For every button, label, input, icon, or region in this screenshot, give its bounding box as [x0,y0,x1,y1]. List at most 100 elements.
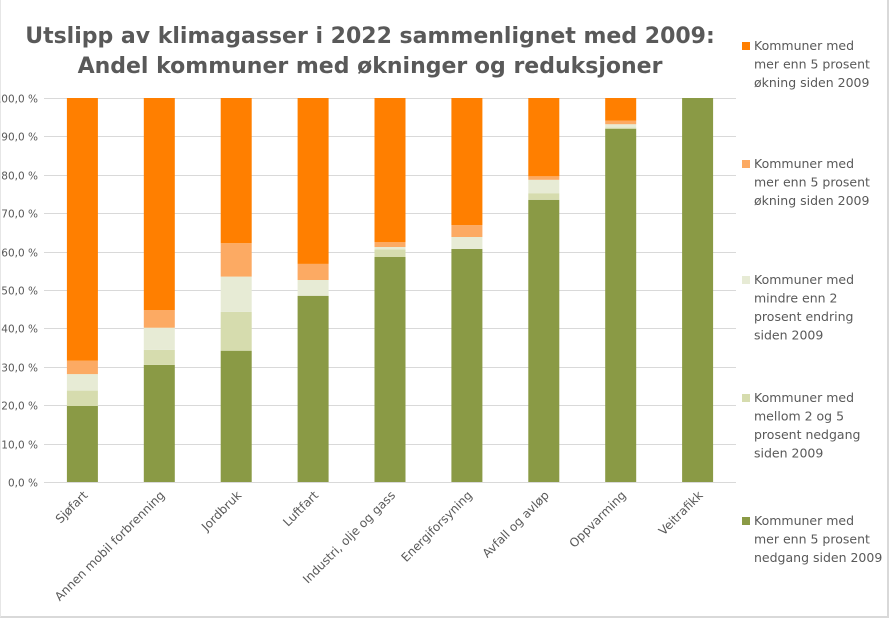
y-tick-label: 20,0 % [1,401,38,413]
bar-segment [220,350,252,482]
chart-title-line-1: Utslipp av klimagasser i 2022 sammenlign… [25,24,715,49]
bar-segment [220,276,252,312]
y-tick-label: 80,0 % [1,171,38,183]
legend-label-line: økning siden 2009 [754,193,869,208]
y-axis-tick-labels: 0,0 % 10,0 % 20,0 % 30,0 % 40,0 % 50,0 % 60,0 … [0,94,38,490]
bar-segment [374,98,406,242]
legend-swatch [742,517,750,525]
bar-stack [66,98,98,482]
bar-segment [451,248,483,482]
bar-segment [605,124,637,128]
bar-segment [528,98,560,177]
bar-segment [297,263,329,280]
bar-stack [374,98,406,482]
bar-segment [374,257,406,482]
bar-segment [143,98,175,310]
bar-segment [374,247,406,250]
chart-title: Utslipp av klimagasser i 2022 sammenlign… [25,24,715,79]
bar-segment [605,127,637,129]
y-tick-label: 0,0 % [8,478,38,490]
bars [66,98,714,483]
legend-label-line: Kommuner med [754,272,854,287]
bar-segment [528,199,560,483]
legend-label-line: siden 2009 [754,446,823,461]
legend-item: Kommuner med mellom 2 og 5 prosent nedgang… [742,390,860,461]
legend-label-line: Kommuner med [754,390,854,405]
bar-stack [220,98,252,482]
legend-item: Kommuner med mer enn 5 prosent økning side… [742,156,870,208]
bar-segment [451,237,483,249]
legend-label-line: prosent endring [754,309,853,324]
legend-item: Kommuner med mindre enn 2 prosent endring s… [742,272,854,343]
y-tick-label: 90,0 % [1,132,38,144]
bar-stack [451,98,483,482]
legend-item: Kommuner med mer enn 5 prosent nedgang sid… [742,513,882,565]
legend-label-line: mer enn 5 prosent [754,175,870,190]
bar-segment [66,390,98,406]
bar-segment [528,193,560,200]
bar-segment [143,349,175,365]
y-tick-label: 40,0 % [1,324,38,336]
legend-label-line: mer enn 5 prosent [754,532,870,547]
legend-label-line: Kommuner med [754,38,854,53]
legend-label-line: mellom 2 og 5 [754,409,844,424]
bar-segment [143,310,175,328]
bar-segment [605,128,637,482]
bar-segment [143,327,175,350]
legend-item: Kommuner med mer enn 5 prosent økning side… [742,38,870,90]
bar-segment [374,242,406,247]
bar-segment [605,98,637,121]
x-category-label: Energiforsyning [398,488,475,565]
y-tick-label: 100,0 % [0,94,38,106]
legend-swatch [742,276,750,284]
x-category-label: Oppvarming [566,488,628,550]
x-category-label: Sjøfart [53,488,91,526]
bar-segment [605,120,637,125]
bar-segment [66,98,98,361]
legend-label-line: Kommuner med [754,156,854,171]
bar-segment [220,243,252,277]
chart-subtitle: Andel kommuner med økninger og reduksjon… [78,54,663,79]
legend-label-line: prosent nedgang [754,427,860,442]
y-tick-label: 50,0 % [1,286,38,298]
bar-segment [451,98,483,226]
legend-label-line: mer enn 5 prosent [754,57,870,72]
bar-segment [682,98,714,482]
legend-label-line: Kommuner med [754,513,854,528]
x-category-label: Jordbruk [198,488,244,534]
bar-segment [220,98,252,244]
y-tick-label: 10,0 % [1,440,38,452]
bar-segment [220,311,252,351]
y-tick-label: 60,0 % [1,248,38,260]
bar-segment [374,249,406,257]
legend-swatch [742,394,750,402]
bar-segment [297,295,329,482]
x-category-label: Avfall og avløp [480,488,552,560]
bar-segment [66,360,98,375]
bar-segment [66,374,98,391]
bar-segment [528,176,560,180]
legend-label-line: nedgang siden 2009 [754,550,882,565]
bar-stack [682,98,714,482]
legend-label-line: økning siden 2009 [754,75,869,90]
bar-segment [66,406,98,482]
y-tick-label: 30,0 % [1,363,38,375]
bar-stack [605,98,637,482]
legend-swatch [742,160,750,168]
bar-stack [297,98,329,482]
bar-segment [451,225,483,237]
bar-segment [528,179,560,194]
bar-segment [143,364,175,482]
legend: Kommuner med mer enn 5 prosent økning side… [742,38,882,565]
bar-stack [143,98,175,482]
legend-label-line: siden 2009 [754,328,823,343]
x-category-label: Veitrafikk [656,488,706,538]
bar-segment [297,98,329,264]
y-tick-label: 70,0 % [1,209,38,221]
x-category-label: Luftfart [280,488,321,529]
bar-segment [297,280,329,296]
legend-label-line: mindre enn 2 [754,291,838,306]
